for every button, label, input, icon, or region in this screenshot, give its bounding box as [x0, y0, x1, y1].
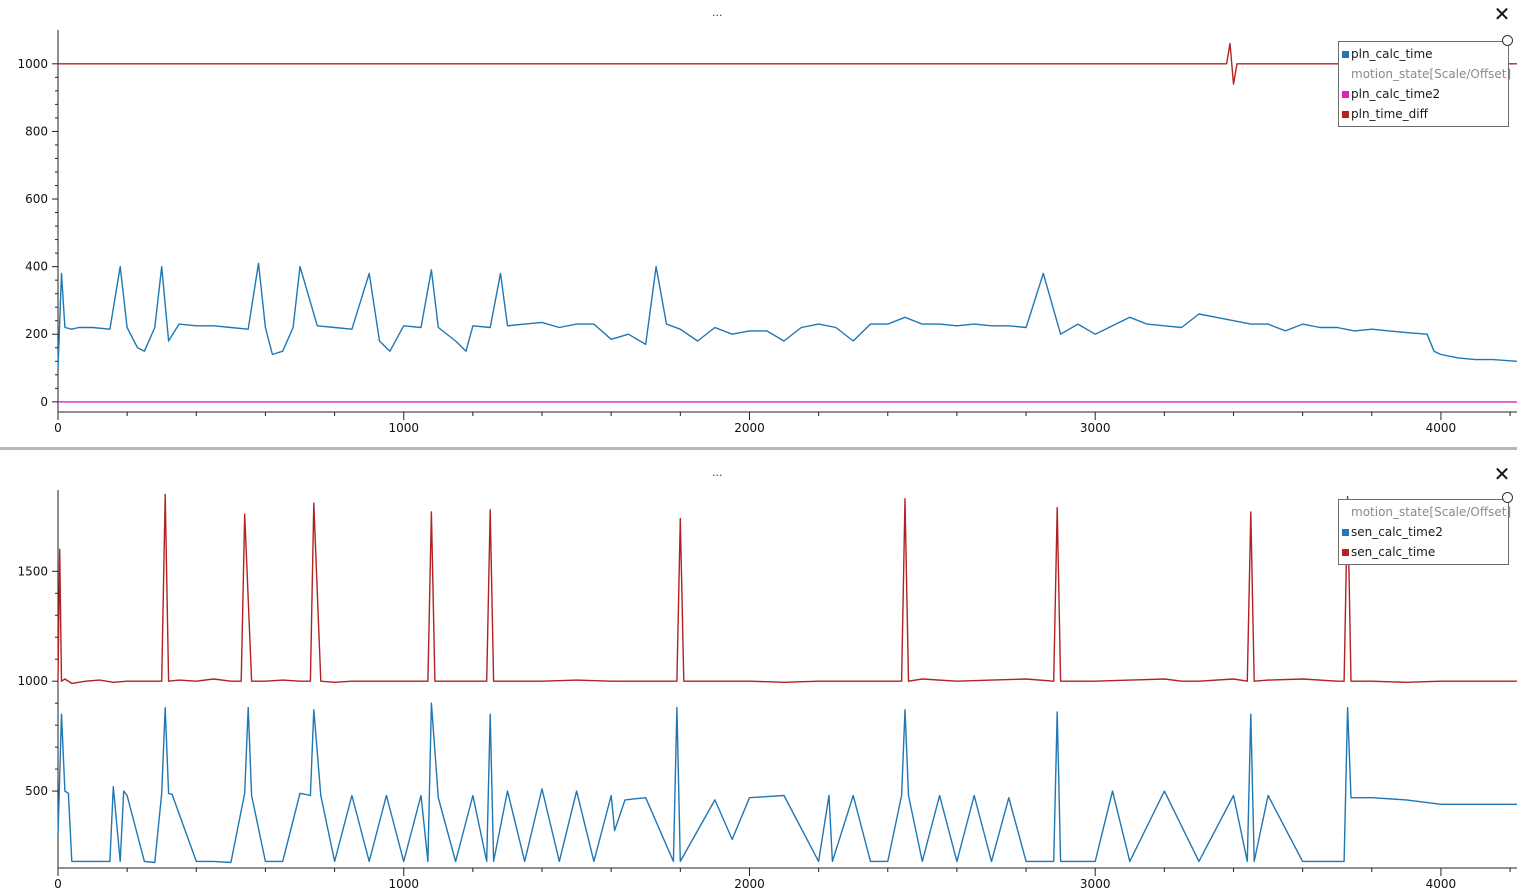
panel-menu-dots[interactable]: ... — [712, 6, 723, 19]
x-tick-label: 2000 — [734, 421, 765, 435]
plot-area-top[interactable]: 0 200 400 600 800 1000 0 1000 2000 3000 4000 — [0, 0, 1517, 446]
x-tick-label: 0 — [54, 421, 62, 435]
legend-item-pln-calc-time[interactable]: pln_calc_time — [1342, 44, 1502, 64]
y-tick-label: 800 — [25, 124, 48, 138]
legend-swatch — [1342, 50, 1349, 58]
legend-swatch — [1342, 90, 1349, 98]
legend-swatch — [1342, 110, 1349, 118]
legend-label: pln_calc_time2 — [1351, 87, 1441, 101]
series-line-pln-time-diff — [58, 42, 1517, 85]
y-tick-label: 1000 — [17, 674, 48, 688]
plot-area-bottom[interactable]: 500 1000 1500 0 1000 2000 3000 4000 — [0, 452, 1517, 893]
y-tick-label: 0 — [40, 395, 48, 409]
legend-label: motion_state[Scale/Offset] — [1351, 505, 1512, 519]
x-tick-label: 1000 — [388, 421, 419, 435]
x-tick-label: 4000 — [1426, 421, 1457, 435]
legend-label: sen_calc_time — [1351, 545, 1436, 559]
panel-menu-dots[interactable]: ... — [712, 466, 723, 479]
legend-resize-handle[interactable] — [1502, 492, 1513, 503]
legend-label: sen_calc_time2 — [1351, 525, 1443, 539]
x-tick-label: 0 — [54, 877, 62, 891]
plot-panel-bottom[interactable]: ... ✕ 500 1000 1500 0 1000 2000 3000 4000 motio… — [0, 452, 1517, 893]
panel-splitter[interactable] — [0, 447, 1517, 450]
legend-swatch — [1342, 548, 1349, 556]
x-tick-label: 2000 — [734, 877, 765, 891]
legend-item-sen-calc-time2[interactable]: sen_calc_time2 — [1342, 522, 1502, 542]
y-tick-label: 400 — [25, 260, 48, 274]
y-tick-label: 1500 — [17, 564, 48, 578]
close-icon[interactable]: ✕ — [1493, 462, 1511, 486]
series-line-pln-calc-time — [57, 262, 1517, 369]
legend-label: pln_calc_time — [1351, 47, 1433, 61]
legend-label: pln_time_diff — [1351, 107, 1428, 121]
y-tick-label: 600 — [25, 192, 48, 206]
legend-item-motion-state[interactable]: motion_state[Scale/Offset] — [1342, 502, 1511, 522]
legend-bottom[interactable]: motion_state[Scale/Offset] sen_calc_time… — [1338, 499, 1511, 565]
close-icon[interactable]: ✕ — [1493, 2, 1511, 26]
y-tick-label: 1000 — [17, 57, 48, 71]
y-tick-label: 200 — [25, 327, 48, 341]
legend-item-pln-time-diff[interactable]: pln_time_diff — [1342, 104, 1502, 124]
legend-item-motion-state[interactable]: motion_state[Scale/Offset] — [1342, 64, 1511, 84]
legend-item-sen-calc-time[interactable]: sen_calc_time — [1342, 542, 1502, 562]
legend-item-pln-calc-time2[interactable]: pln_calc_time2 — [1342, 84, 1502, 104]
legend-resize-handle[interactable] — [1502, 35, 1513, 46]
x-tick-label: 1000 — [388, 877, 419, 891]
legend-top[interactable]: pln_calc_time motion_state[Scale/Offset]… — [1338, 41, 1511, 127]
legend-swatch — [1342, 528, 1349, 536]
plot-panel-top[interactable]: ... ✕ 0 200 400 600 800 1000 0 1000 2000 3000 4000… — [0, 0, 1517, 446]
x-tick-label: 3000 — [1080, 877, 1111, 891]
x-tick-label: 3000 — [1080, 421, 1111, 435]
series-line-sen-calc-time — [57, 493, 1517, 685]
y-tick-label: 500 — [25, 784, 48, 798]
x-tick-label: 4000 — [1426, 877, 1457, 891]
legend-label: motion_state[Scale/Offset] — [1351, 67, 1512, 81]
series-line-sen-calc-time2 — [57, 702, 1517, 864]
